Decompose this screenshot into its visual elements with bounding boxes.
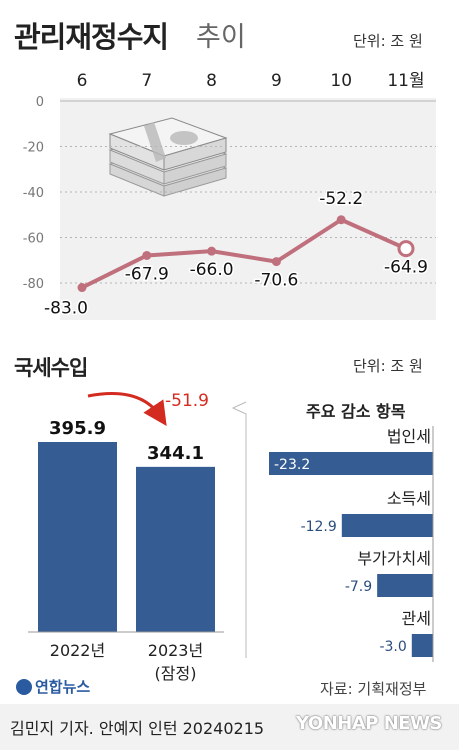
hbar-value-label: -7.9 (345, 579, 372, 595)
y-tick-label: 0 (36, 95, 44, 110)
bar-value-label: 395.9 (49, 418, 106, 439)
hbar-value-label: -23.2 (274, 457, 310, 473)
data-point (77, 283, 87, 293)
chart-title: 관리재정수지 (14, 20, 169, 54)
hbar (377, 574, 433, 597)
data-point (397, 240, 415, 258)
logo-text: 연합뉴스 (35, 678, 91, 696)
yonhap-logo: 연합뉴스 (16, 676, 90, 697)
yonhap-logo-icon (16, 679, 32, 695)
hbar-category-label: 부가가치세 (357, 549, 431, 568)
hbar-category-label: 관세 (402, 609, 431, 628)
major-decrease-title: 주요 감소 항목 (306, 402, 406, 421)
hbar-value-label: -3.0 (379, 639, 406, 655)
tax-revenue-title: 국세수입 (14, 356, 88, 380)
data-point (271, 257, 281, 267)
hbar-value-label: -12.9 (301, 519, 337, 535)
y-tick-label: -40 (23, 186, 44, 201)
bar-value-label: 344.1 (147, 443, 204, 464)
source-label: 자료: 기획재정부 (320, 680, 427, 698)
data-label: -52.2 (319, 189, 363, 209)
data-label: -67.9 (125, 264, 169, 284)
hbar (269, 452, 433, 475)
x-tick-label: 7 (141, 71, 152, 91)
change-label: -51.9 (165, 391, 209, 411)
hbar (341, 514, 433, 537)
x-tick-label: 10 (330, 71, 352, 91)
watermark: YONHAP NEWS (296, 713, 442, 734)
tax-charts: 395.9 2022년 344.1 2023년 (잠정) -51.9 법인세 -23.2 소득… (28, 391, 434, 683)
bar-category-label: 2023년 (148, 641, 203, 660)
data-point (142, 250, 152, 260)
x-tick-label: 11월 (387, 71, 424, 91)
data-label: -83.0 (44, 299, 88, 319)
chart-subtitle: 추이 (196, 22, 246, 53)
bar (136, 466, 215, 632)
data-label: -70.6 (254, 271, 298, 291)
y-tick-label: -20 (23, 141, 44, 156)
data-label: -66.0 (190, 260, 234, 280)
series-line (81, 217, 407, 290)
bar-unit-label: 단위: 조 원 (353, 357, 423, 375)
line-chart: 0 -20 -40 -60 -80 6 7 8 9 10 11월 -83.0 -67.9 -66.0 -7… (23, 71, 436, 320)
bar-category-note: (잠정) (155, 664, 197, 683)
line-unit-label: 단위: 조 원 (353, 32, 423, 50)
data-point (207, 246, 217, 256)
section-divider (231, 401, 247, 658)
curved-arrow-icon (87, 392, 167, 426)
reporter-credit: 김민지 기자. 안예지 인턴 20240215 (10, 719, 265, 738)
hbar (411, 634, 433, 657)
money-stack-icon (108, 117, 228, 197)
x-tick-label: 9 (271, 71, 282, 91)
bottom-strip (0, 704, 459, 750)
hbar-category-label: 법인세 (387, 427, 431, 446)
x-tick-label: 6 (77, 71, 88, 91)
y-tick-label: -80 (23, 277, 44, 292)
y-tick-label: -60 (23, 232, 44, 247)
data-point (336, 215, 346, 225)
x-tick-label: 8 (206, 71, 217, 91)
bar (38, 442, 117, 632)
bar-category-label: 2022년 (50, 641, 105, 660)
hbar-category-label: 소득세 (387, 489, 431, 508)
data-label: -64.9 (384, 258, 428, 278)
